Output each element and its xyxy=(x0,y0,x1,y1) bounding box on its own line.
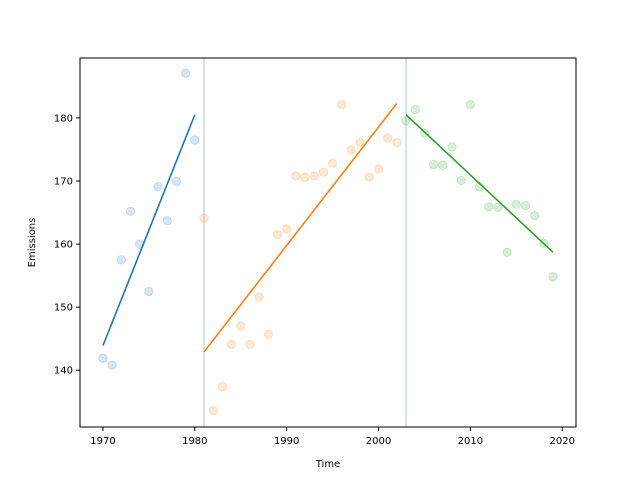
segment-2-point xyxy=(226,339,237,350)
segment-2-point xyxy=(373,164,384,174)
x-tick-label: 1990 xyxy=(274,436,299,447)
segment-2-point xyxy=(318,167,329,177)
y-axis: 140 150 160 170 180 xyxy=(54,113,80,377)
segment-1-point xyxy=(125,206,136,216)
segment-3-point xyxy=(401,116,411,126)
segment-1-point xyxy=(162,216,172,226)
segment-2-point xyxy=(217,381,228,392)
segment-3-point xyxy=(520,200,531,211)
y-axis-title: Emissions xyxy=(27,218,38,268)
segment-2-point xyxy=(383,133,393,143)
segment-1-point xyxy=(144,286,154,297)
segment-2-point xyxy=(281,224,292,234)
segment-3-point xyxy=(456,175,466,186)
segment-2-point xyxy=(364,172,375,182)
segment-3-point xyxy=(511,199,521,210)
segment-2-point xyxy=(300,172,310,182)
segment-1-point xyxy=(107,360,117,370)
segment-3-fit-line xyxy=(405,114,554,253)
segment-3-point xyxy=(529,210,540,221)
segment-2-point xyxy=(309,171,319,181)
segment-2-point xyxy=(208,405,218,416)
y-tick-label: 170 xyxy=(54,177,73,188)
segment-3-point xyxy=(484,202,494,212)
x-tick-label: 1980 xyxy=(182,436,207,447)
segment-2-point xyxy=(263,329,273,339)
segment-3-point xyxy=(548,272,558,282)
segment-2-fit-line xyxy=(203,102,398,353)
axes-frame xyxy=(79,57,577,428)
segment-2-point xyxy=(199,213,209,223)
segment-2-point xyxy=(346,145,356,155)
segment-2-point xyxy=(355,137,365,148)
segment-1-point xyxy=(116,255,127,265)
segment-2-point xyxy=(327,158,338,169)
y-tick-label: 140 xyxy=(54,366,73,377)
segment-1-point xyxy=(171,176,182,187)
segment-2-point xyxy=(392,137,402,148)
segment-3-point xyxy=(502,247,512,257)
segment-1-point xyxy=(98,353,108,363)
segment-3-point xyxy=(438,160,448,170)
x-axis-title: Time xyxy=(315,459,340,470)
segment-3-point xyxy=(447,142,457,152)
segment-2-point xyxy=(236,321,246,331)
segment-2-point xyxy=(245,339,255,350)
segment-1-point xyxy=(190,135,200,145)
segment-1-point xyxy=(153,181,163,192)
plot-area xyxy=(98,58,558,427)
y-tick-label: 150 xyxy=(54,303,73,314)
segment-2-point xyxy=(272,229,283,240)
x-tick-label: 1970 xyxy=(90,436,115,447)
segment-3-point xyxy=(410,105,420,115)
segment-3-point xyxy=(428,159,439,170)
segment-2-point xyxy=(291,171,301,181)
segment-2-point xyxy=(337,99,347,110)
y-tick-label: 160 xyxy=(54,240,73,251)
x-tick-label: 2020 xyxy=(549,436,574,447)
segment-3-point xyxy=(493,202,503,213)
x-axis: 1970 1980 1990 2000 2010 2020 xyxy=(90,427,575,447)
x-tick-label: 2000 xyxy=(366,436,391,447)
segment-2-point xyxy=(254,292,264,302)
segment-3-point xyxy=(465,99,476,110)
segment-1-fit-line xyxy=(102,114,196,346)
x-tick-label: 2010 xyxy=(458,436,483,447)
segment-1-point xyxy=(180,68,191,78)
y-tick-label: 180 xyxy=(54,113,73,124)
